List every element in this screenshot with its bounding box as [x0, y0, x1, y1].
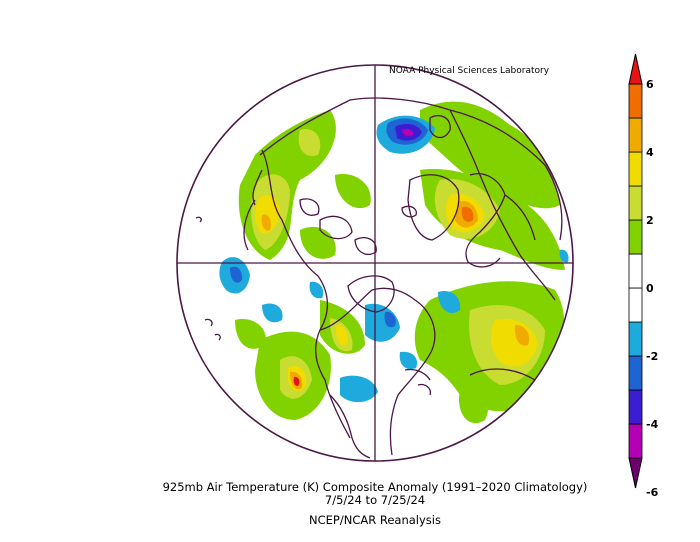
- coastline-pacific-islands: [195, 216, 221, 341]
- anomaly-blue-region: [230, 266, 243, 283]
- coastline-east-asia: [243, 169, 263, 251]
- caption-source: NCEP/NCAR Reanalysis: [309, 513, 441, 527]
- colorbar-swatch: [628, 219, 643, 255]
- colorbar-tick-label: -2: [646, 350, 658, 363]
- coastline-central-america: [329, 394, 371, 459]
- coastline-arctic-islands: [299, 198, 377, 255]
- colorbar: 6 4 2 0 -2 -4 -6: [628, 53, 659, 499]
- colorbar-tick-label: 4: [646, 146, 654, 159]
- coastline-eurasia: [259, 97, 563, 301]
- colorbar-swatch: [628, 287, 643, 323]
- coastline-caribbean: [404, 368, 431, 396]
- anomaly-cyan-region: [262, 303, 283, 323]
- anomaly-cyan-region: [438, 290, 461, 314]
- anomaly-green-region: [420, 101, 560, 209]
- anomaly-green-region: [300, 226, 336, 259]
- caption-title: 925mb Air Temperature (K) Composite Anom…: [162, 480, 588, 494]
- coastline-iceland: [401, 205, 417, 218]
- colorbar-tick-label: 6: [646, 78, 654, 91]
- anomaly-cyan-region: [399, 351, 418, 370]
- anomaly-orange-region: [514, 324, 530, 346]
- anomaly-lightgreen-region: [298, 129, 321, 157]
- colorbar-tick-label: 2: [646, 214, 654, 227]
- anomaly-green-region: [335, 174, 371, 209]
- colorbar-swatch: [628, 117, 643, 153]
- colorbar-swatch: [628, 355, 643, 391]
- anomaly-cyan-region: [340, 375, 378, 403]
- colorbar-tick-label: 0: [646, 282, 654, 295]
- colorbar-tick-label: -4: [646, 418, 659, 431]
- colorbar-swatch: [628, 185, 643, 221]
- anomaly-cyan-region: [559, 249, 569, 263]
- anomaly-green-region: [235, 319, 266, 349]
- anomaly-darkorange-region: [461, 206, 474, 222]
- anomaly-orange-region: [261, 214, 271, 231]
- colorbar-swatch: [628, 253, 643, 289]
- colorbar-upper-triangle: [628, 53, 643, 85]
- credit-label: NOAA Physical Sciences Laboratory: [389, 66, 550, 76]
- coastline-scandinavia: [429, 115, 451, 139]
- anomaly-cyan-region: [309, 281, 324, 299]
- anomaly-red-region: [293, 376, 300, 386]
- colorbar-tick-label: -6: [646, 486, 659, 499]
- map-boundary-circle: [176, 64, 574, 462]
- colorbar-swatch: [628, 321, 643, 357]
- coastline-north-america: [261, 149, 436, 456]
- caption-dates: 7/5/24 to 7/25/24: [324, 493, 426, 507]
- colorbar-swatch: [628, 83, 643, 119]
- coastline-greenland: [407, 174, 460, 241]
- anomaly-fields: [219, 101, 569, 424]
- anomaly-yellow-region: [335, 324, 348, 346]
- anomaly-blue-region: [384, 311, 396, 328]
- polar-map: [176, 64, 574, 462]
- anomaly-green-region: [459, 389, 489, 424]
- colorbar-swatch: [628, 389, 643, 425]
- colorbar-swatch: [628, 151, 643, 187]
- colorbar-swatch: [628, 423, 643, 459]
- coastline-hudson-bay: [347, 275, 395, 313]
- coastline-europe: [465, 173, 536, 268]
- anomaly-purple-region: [402, 128, 414, 137]
- anomaly-yellow-region: [255, 194, 280, 234]
